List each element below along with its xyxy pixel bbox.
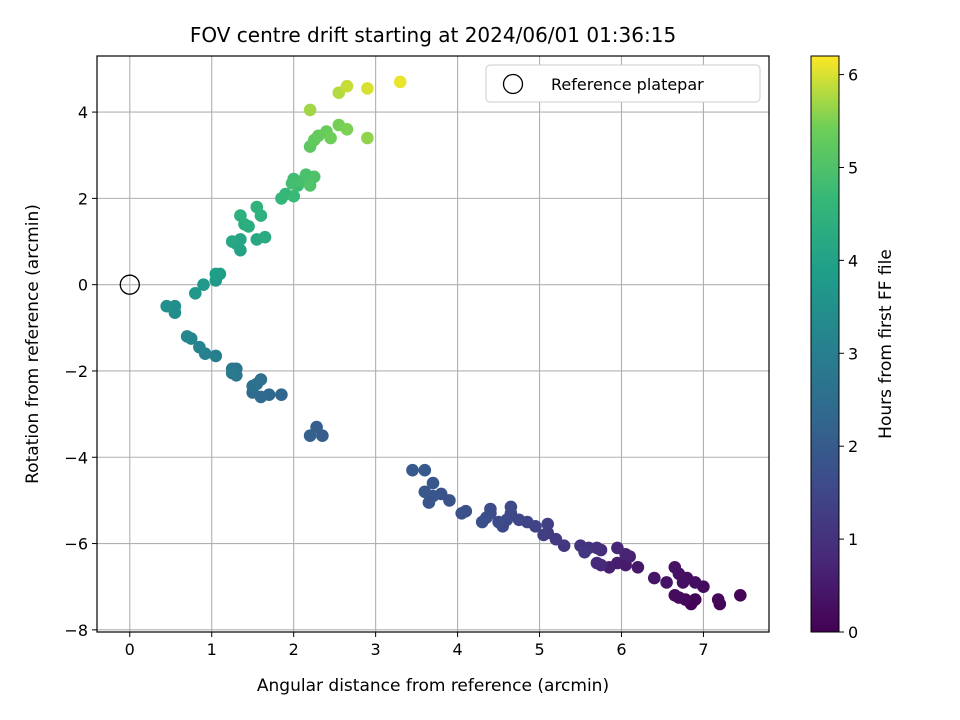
data-point bbox=[418, 463, 432, 477]
x-tick-label: 0 bbox=[125, 640, 135, 659]
x-tick-label: 1 bbox=[207, 640, 217, 659]
x-tick-label: 3 bbox=[371, 640, 381, 659]
data-point bbox=[197, 278, 210, 292]
colorbar: 0 1 2 3 4 5 6 Hours from first FF file bbox=[810, 55, 896, 642]
data-point bbox=[275, 388, 288, 402]
colorbar-tick-label: 4 bbox=[848, 251, 858, 270]
data-point bbox=[234, 209, 247, 222]
y-tick-label: 2 bbox=[78, 189, 88, 208]
data-point bbox=[246, 379, 259, 393]
data-point bbox=[668, 561, 682, 574]
data-point bbox=[541, 517, 554, 531]
data-point bbox=[578, 545, 591, 559]
data-point bbox=[492, 515, 505, 529]
y-tick-label: −2 bbox=[64, 362, 88, 381]
data-point bbox=[285, 177, 299, 190]
data-point bbox=[180, 330, 194, 343]
data-point bbox=[648, 571, 661, 585]
colorbar-tick-label: 2 bbox=[848, 437, 858, 456]
colorbar-ticks: 0 1 2 3 4 5 6 bbox=[839, 66, 858, 642]
colorbar-tick-label: 3 bbox=[848, 344, 858, 363]
data-point bbox=[189, 287, 202, 300]
y-axis-ticks: −8 −6 −4 −2 0 2 4 bbox=[64, 103, 97, 640]
legend-box bbox=[485, 64, 761, 103]
data-point bbox=[303, 103, 317, 117]
x-tick-label: 7 bbox=[698, 640, 708, 659]
plot-frame bbox=[96, 55, 770, 633]
y-axis-label: Rotation from reference (arcmin) bbox=[23, 204, 43, 484]
data-point bbox=[209, 267, 223, 281]
data-point bbox=[303, 179, 317, 192]
data-point bbox=[209, 349, 223, 363]
data-point bbox=[668, 589, 682, 602]
data-point bbox=[160, 299, 173, 313]
data-point bbox=[406, 463, 419, 477]
data-point bbox=[590, 556, 604, 570]
data-point bbox=[537, 528, 550, 542]
data-point bbox=[250, 200, 264, 214]
data-point bbox=[303, 429, 317, 443]
y-tick-label: −4 bbox=[64, 448, 88, 467]
data-point bbox=[422, 496, 436, 509]
data-point bbox=[225, 366, 239, 380]
data-point bbox=[361, 82, 374, 95]
data-point bbox=[418, 485, 432, 499]
data-point bbox=[734, 589, 747, 602]
reference-platepar-marker bbox=[119, 274, 140, 295]
colorbar-label: Hours from first FF file bbox=[876, 249, 896, 439]
data-point bbox=[361, 131, 374, 145]
colorbar-tick-label: 0 bbox=[848, 623, 858, 642]
data-point bbox=[631, 561, 645, 574]
data-point bbox=[475, 515, 489, 529]
x-tick-label: 2 bbox=[289, 640, 299, 659]
data-point bbox=[242, 220, 255, 233]
y-tick-label: −8 bbox=[64, 621, 88, 640]
data-point bbox=[258, 230, 272, 244]
data-point bbox=[324, 131, 337, 145]
y-tick-label: −6 bbox=[64, 535, 88, 554]
data-point bbox=[225, 235, 239, 248]
colorbar-bar bbox=[810, 55, 840, 633]
data-point bbox=[688, 576, 702, 589]
grid-lines bbox=[97, 56, 769, 632]
data-point bbox=[504, 500, 518, 514]
data-point bbox=[393, 75, 407, 89]
y-tick-label: 4 bbox=[78, 103, 88, 122]
legend: Reference platepar bbox=[485, 64, 761, 103]
legend-entry-reference: Reference platepar bbox=[551, 75, 704, 94]
data-point bbox=[340, 123, 354, 136]
x-tick-label: 6 bbox=[616, 640, 626, 659]
x-tick-label: 4 bbox=[452, 640, 462, 659]
chart-title: FOV centre drift starting at 2024/06/01 … bbox=[190, 23, 676, 47]
data-point bbox=[455, 507, 469, 520]
data-points bbox=[160, 75, 747, 611]
data-point bbox=[193, 340, 206, 354]
data-point bbox=[340, 79, 354, 93]
data-point bbox=[660, 576, 673, 589]
x-axis-label: Angular distance from reference (arcmin) bbox=[257, 676, 609, 696]
reference-point bbox=[119, 274, 140, 295]
y-tick-label: 0 bbox=[78, 276, 88, 295]
data-point bbox=[426, 476, 440, 490]
data-point bbox=[611, 541, 624, 555]
data-point bbox=[711, 593, 725, 606]
x-axis-ticks: 0 1 2 3 4 5 6 7 bbox=[125, 632, 709, 659]
data-point bbox=[310, 420, 323, 434]
data-point bbox=[287, 189, 301, 203]
legend-marker bbox=[502, 73, 524, 95]
colorbar-tick-label: 6 bbox=[848, 66, 858, 85]
data-point bbox=[688, 593, 702, 606]
x-tick-label: 5 bbox=[534, 640, 544, 659]
colorbar-tick-label: 5 bbox=[848, 158, 858, 177]
colorbar-tick-label: 1 bbox=[848, 530, 858, 549]
